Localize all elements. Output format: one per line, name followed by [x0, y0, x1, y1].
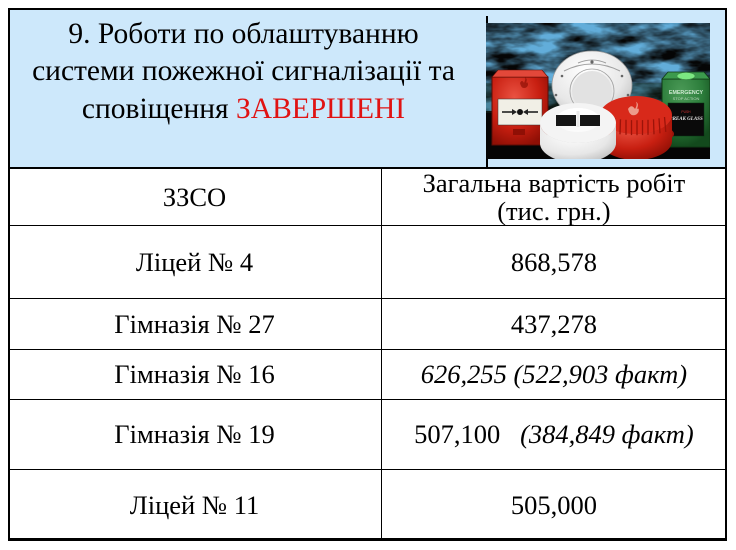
svg-text:PUSH: PUSH: [681, 110, 691, 114]
svg-text:BREAK GLASS: BREAK GLASS: [668, 117, 703, 122]
svg-text:STOP ACTION: STOP ACTION: [673, 96, 700, 101]
